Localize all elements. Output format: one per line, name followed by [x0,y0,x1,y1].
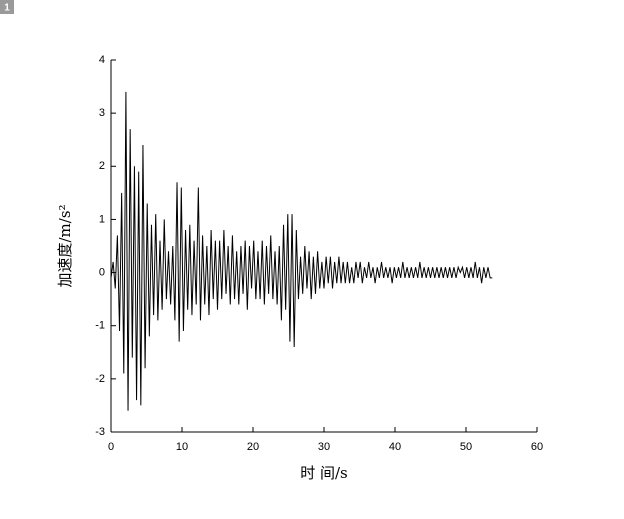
y-tick-label: -1 [95,320,105,332]
y-tick-label: 2 [99,160,105,172]
x-tick-label: 40 [389,441,401,453]
x-tick-label: 60 [531,441,543,453]
x-axis-title: 时 间/s [300,464,348,482]
y-tick-label: -3 [95,426,105,438]
x-tick-label: 50 [460,441,472,453]
y-tick-label: 4 [99,54,105,66]
y-tick-label: 0 [99,266,105,278]
x-tick-label: 10 [176,441,188,453]
y-tick-label: 3 [99,107,105,119]
x-tick-label: 20 [247,441,259,453]
y-tick-label: 1 [99,213,105,225]
signal-line [110,91,493,411]
x-tick-label: 0 [108,441,114,453]
y-tick-label: -2 [95,373,105,385]
x-tick-label: 30 [318,441,330,453]
y-axis-title: 加速度/m/s² [56,204,74,287]
panel-badge [0,0,14,14]
panel-label: 1 [4,3,10,14]
